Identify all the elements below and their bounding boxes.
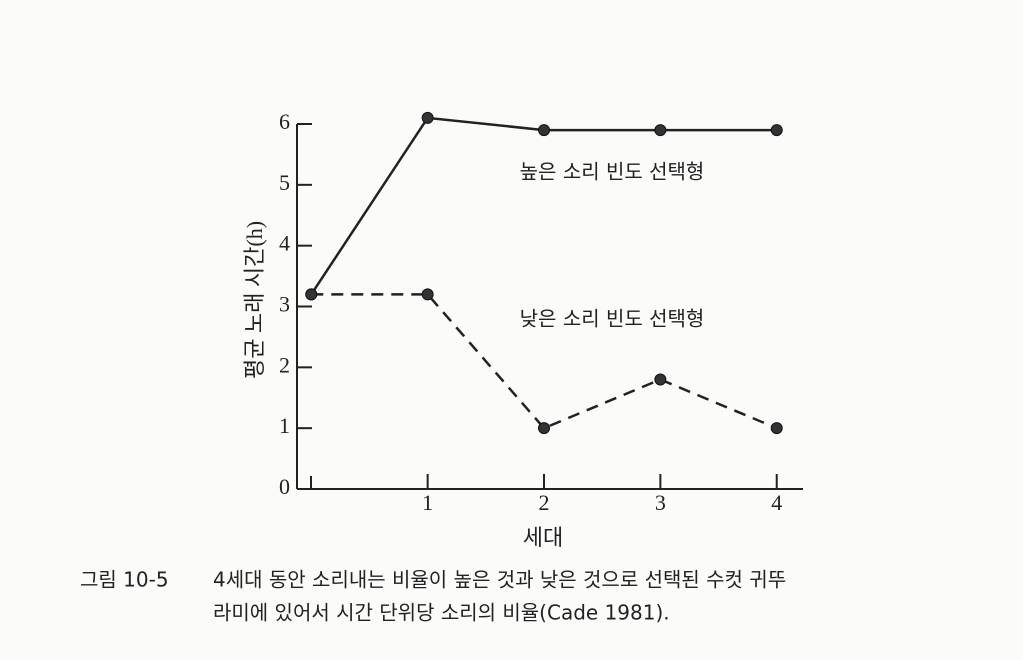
series-label: 높은 소리 빈도 선택형 [520, 160, 705, 184]
y-axis-label: 평균 노래 시간(h) [242, 221, 267, 379]
y-tick-label: 4 [279, 231, 290, 256]
x-tick-label: 1 [422, 490, 433, 515]
caption-line: 4세대 동안 소리내는 비율이 높은 것과 낮은 것으로 선택된 수컷 귀뚜 [213, 568, 786, 592]
x-tick-label: 3 [655, 490, 666, 515]
data-point [654, 124, 667, 137]
caption-label: 그림 10-5 [80, 568, 169, 592]
series-line [310, 116, 777, 296]
x-tick-label: 4 [771, 490, 782, 515]
data-point [421, 111, 434, 124]
data-point [770, 124, 783, 137]
data-point [770, 422, 783, 435]
data-point [538, 422, 551, 435]
y-tick-label: 2 [279, 352, 290, 377]
series-label: 낮은 소리 빈도 선택형 [520, 307, 705, 331]
y-tick-label: 0 [279, 474, 290, 499]
y-tick-label: 5 [279, 170, 290, 195]
data-point [421, 288, 434, 301]
x-tick-label: 2 [539, 490, 550, 515]
caption-line: 라미에 있어서 시간 단위당 소리의 비율(Cade 1981). [213, 601, 670, 625]
series-line [311, 293, 778, 430]
data-point [538, 124, 551, 137]
y-tick-label: 6 [279, 109, 290, 134]
data-point [654, 373, 667, 386]
y-tick-label: 1 [279, 413, 290, 438]
data-point [305, 288, 318, 301]
y-tick-label: 3 [279, 292, 290, 317]
x-axis-label: 세대 [523, 525, 563, 550]
